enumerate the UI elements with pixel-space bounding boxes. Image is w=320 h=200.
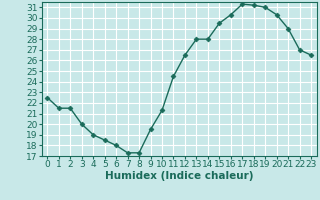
X-axis label: Humidex (Indice chaleur): Humidex (Indice chaleur) xyxy=(105,171,253,181)
